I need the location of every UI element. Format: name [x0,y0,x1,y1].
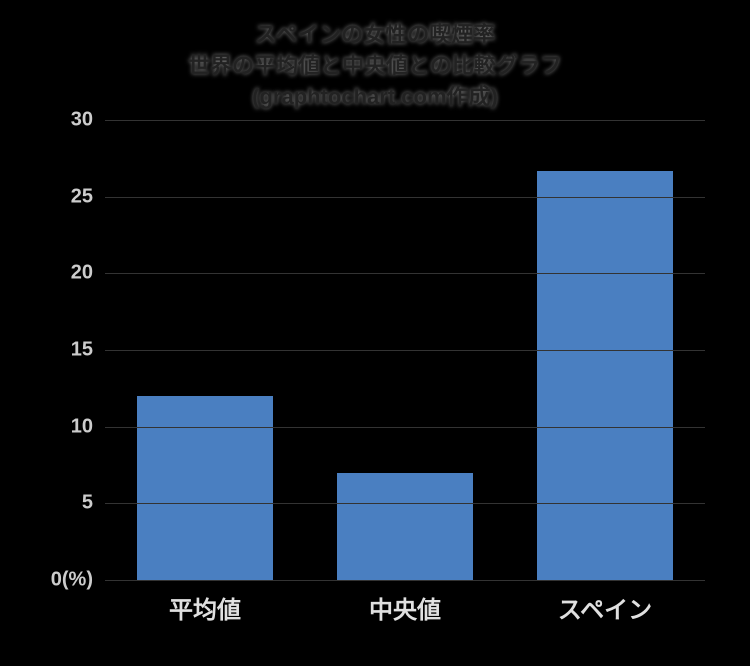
bar [337,473,473,580]
gridline [105,120,705,121]
title-line-2: 世界の平均値と中央値との比較グラフ [20,51,730,82]
gridline [105,197,705,198]
plot-area: 0(%)51015202530 [105,120,705,580]
gridline [105,427,705,428]
chart-title: スペインの女性の喫煙率 世界の平均値と中央値との比較グラフ (graphtoch… [20,20,730,112]
y-tick-label: 10 [71,415,105,438]
bar [537,171,673,580]
y-tick-label: 30 [71,109,105,132]
gridline [105,580,705,581]
gridline [105,503,705,504]
x-axis-label: スペイン [505,590,705,625]
x-axis-labels: 平均値中央値スペイン [105,590,705,625]
x-axis-label: 中央値 [305,590,505,625]
y-tick-label: 25 [71,185,105,208]
gridline [105,273,705,274]
chart-container: スペインの女性の喫煙率 世界の平均値と中央値との比較グラフ (graphtoch… [0,0,750,666]
gridline [105,350,705,351]
title-line-1: スペインの女性の喫煙率 [20,20,730,51]
y-tick-label: 5 [82,492,105,515]
y-tick-label: 0(%) [51,569,105,592]
bar [137,396,273,580]
title-line-3: (graphtochart.com作成) [20,82,730,113]
y-tick-label: 15 [71,339,105,362]
y-tick-label: 20 [71,262,105,285]
x-axis-label: 平均値 [105,590,305,625]
